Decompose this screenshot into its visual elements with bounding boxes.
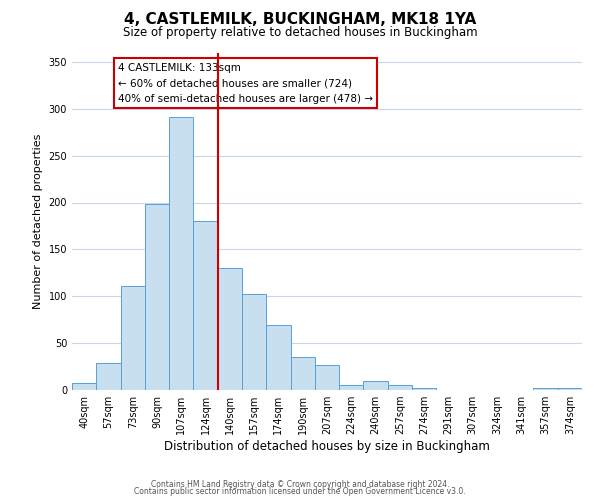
Bar (558, 388, 582, 390)
Bar (315, 364, 339, 390)
Bar (533, 388, 558, 390)
Text: 4 CASTLEMILK: 133sqm
← 60% of detached houses are smaller (724)
40% of semi-deta: 4 CASTLEMILK: 133sqm ← 60% of detached h… (118, 62, 373, 104)
Bar (290, 357, 315, 390)
X-axis label: Distribution of detached houses by size in Buckingham: Distribution of detached houses by size … (164, 440, 490, 453)
Bar (388, 386, 412, 390)
Bar (218, 268, 242, 390)
Bar (364, 380, 388, 390)
Text: Contains public sector information licensed under the Open Government Licence v3: Contains public sector information licen… (134, 488, 466, 496)
Bar (266, 326, 290, 390)
Bar (145, 204, 169, 390)
Bar (193, 221, 218, 390)
Bar (339, 386, 364, 390)
Bar (412, 388, 436, 390)
Text: 4, CASTLEMILK, BUCKINGHAM, MK18 1YA: 4, CASTLEMILK, BUCKINGHAM, MK18 1YA (124, 12, 476, 28)
Text: Contains HM Land Registry data © Crown copyright and database right 2024.: Contains HM Land Registry data © Crown c… (151, 480, 449, 489)
Bar (72, 384, 96, 390)
Bar (121, 286, 145, 390)
Y-axis label: Number of detached properties: Number of detached properties (33, 134, 43, 309)
Text: Size of property relative to detached houses in Buckingham: Size of property relative to detached ho… (122, 26, 478, 39)
Bar (242, 294, 266, 390)
Bar (96, 363, 121, 390)
Bar (169, 117, 193, 390)
